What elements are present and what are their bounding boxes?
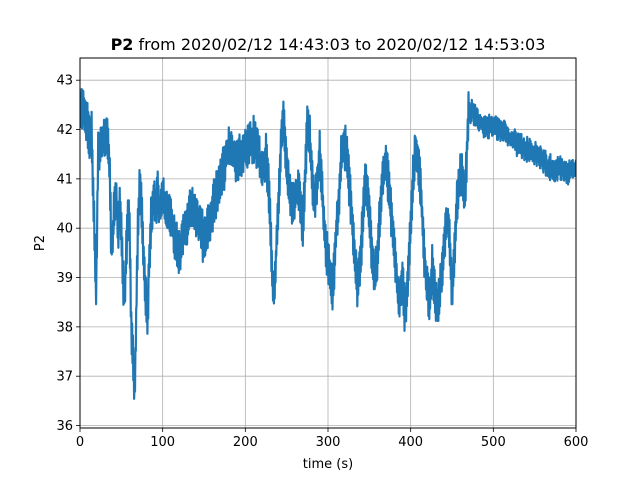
series-line-p2 [80,88,576,400]
y-tick-label: 43 [56,74,73,89]
y-axis-label: P2 [33,235,48,251]
y-tick-label: 41 [56,172,73,187]
x-axis-label: time (s) [303,457,353,472]
plot-area [80,88,576,400]
x-tick-label: 200 [233,435,258,450]
x-tick-label: 0 [76,435,84,450]
y-tick-label: 37 [56,370,73,385]
y-tick-label: 42 [56,123,73,138]
y-tick-label: 38 [56,320,73,335]
x-tick-label: 100 [150,435,175,450]
y-tick-label: 36 [56,419,73,434]
x-tick-label: 300 [316,435,341,450]
x-tick-label: 400 [398,435,423,450]
chart-title-bold: P2 [111,35,134,54]
y-tick-label: 40 [56,222,73,237]
axis-ticks: 0 100 200 300 400 500 600 36 37 38 39 40 41 42 43 [56,74,588,450]
chart-title-rest: from 2020/02/12 14:43:03 to 2020/02/12 1… [133,35,545,54]
x-tick-label: 500 [481,435,506,450]
y-tick-label: 39 [56,271,73,286]
chart-title: P2 from 2020/02/12 14:43:03 to 2020/02/1… [111,35,546,54]
x-tick-label: 600 [564,435,589,450]
